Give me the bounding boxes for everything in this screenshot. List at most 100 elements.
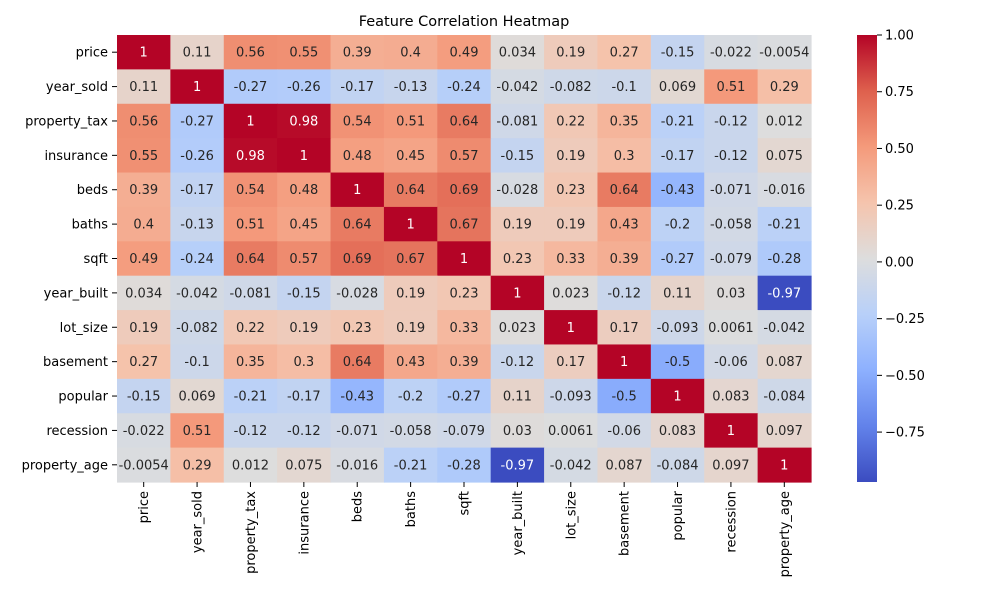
cell-value-label: -0.12 bbox=[714, 149, 748, 164]
cell-value-label: 0.17 bbox=[610, 321, 639, 336]
heatmap-cell bbox=[223, 172, 278, 208]
cell-value-label: 0.0061 bbox=[548, 424, 594, 439]
heatmap-cell bbox=[757, 69, 812, 105]
cell-value-label: 0.3 bbox=[614, 149, 635, 164]
heatmap-cell bbox=[383, 241, 438, 277]
cell-value-label: -0.071 bbox=[710, 183, 752, 198]
cell-value-label: -0.24 bbox=[447, 80, 481, 95]
cell-value-label: 0.39 bbox=[129, 183, 158, 198]
heatmap-cell bbox=[437, 206, 492, 242]
cell-value-label: 0.39 bbox=[450, 355, 479, 370]
x-tick-label: sqft bbox=[458, 491, 473, 515]
cell-value-label: -0.15 bbox=[127, 390, 161, 405]
cell-value-label: -0.2 bbox=[398, 390, 423, 405]
cell-value-label: -0.084 bbox=[763, 390, 805, 405]
heatmap-cell bbox=[437, 378, 492, 414]
heatmap-cell bbox=[383, 275, 438, 311]
y-tick-label: baths bbox=[72, 218, 109, 233]
cell-value-label: 1 bbox=[406, 218, 414, 233]
cell-value-label: -0.081 bbox=[496, 114, 538, 129]
y-tick-labels: price year_sold property_tax insurance beds b… bbox=[22, 46, 117, 473]
heatmap-cell bbox=[704, 241, 759, 277]
heatmap-cell bbox=[117, 138, 171, 174]
cell-value-label: 0.19 bbox=[289, 321, 318, 336]
y-tick-label: year_built bbox=[44, 286, 108, 301]
heatmap-cell bbox=[490, 413, 545, 449]
cell-value-label: 0.11 bbox=[129, 80, 158, 95]
heatmap-cell bbox=[597, 206, 652, 242]
colorbar-tick-label: 0.25 bbox=[885, 199, 914, 214]
heatmap-cell bbox=[223, 344, 278, 380]
heatmap-cell bbox=[544, 69, 599, 105]
heatmap-cell bbox=[544, 138, 599, 174]
colorbar-tick-label: 0.00 bbox=[885, 255, 914, 270]
cell-value-label: -0.082 bbox=[550, 80, 592, 95]
heatmap-cell bbox=[597, 344, 652, 380]
heatmap-cell bbox=[544, 344, 599, 380]
heatmap-cell bbox=[117, 35, 171, 70]
cell-value-label: 0.67 bbox=[450, 218, 479, 233]
heatmap-cell bbox=[117, 69, 171, 105]
cell-value-label: -0.27 bbox=[661, 252, 695, 267]
heatmap-cell bbox=[437, 35, 492, 70]
heatmap-cell bbox=[437, 413, 492, 449]
heatmap-cell bbox=[330, 138, 385, 174]
heatmap-cell bbox=[223, 413, 278, 449]
heatmap-cell bbox=[437, 447, 492, 483]
cell-value-label: -0.022 bbox=[123, 424, 165, 439]
cell-value-label: -0.43 bbox=[661, 183, 695, 198]
heatmap-cell bbox=[597, 103, 652, 139]
cell-value-label: -0.26 bbox=[287, 80, 321, 95]
heatmap-cell bbox=[597, 241, 652, 277]
cell-value-label: -0.21 bbox=[234, 390, 268, 405]
x-tick-label: price bbox=[137, 491, 152, 523]
heatmap-cell bbox=[544, 241, 599, 277]
heatmap-cell bbox=[650, 378, 705, 414]
cell-value-label: -0.084 bbox=[657, 458, 699, 473]
heatmap-cell bbox=[597, 35, 652, 70]
cell-value-label: 0.64 bbox=[610, 183, 639, 198]
cell-value-label: 0.11 bbox=[663, 286, 692, 301]
heatmap-cell bbox=[597, 172, 652, 208]
cell-value-label: 1 bbox=[673, 390, 681, 405]
cell-value-label: 0.23 bbox=[450, 286, 479, 301]
heatmap-cell bbox=[170, 206, 225, 242]
heatmap-cell bbox=[330, 69, 385, 105]
cell-value-label: -0.016 bbox=[763, 183, 805, 198]
heatmap-cell bbox=[170, 172, 225, 208]
heatmap-cell bbox=[383, 172, 438, 208]
cell-value-label: 0.19 bbox=[503, 218, 532, 233]
cell-value-label: 1 bbox=[513, 286, 521, 301]
x-tick-label: lot_size bbox=[564, 491, 579, 539]
heatmap-cell bbox=[704, 413, 759, 449]
cell-value-label: 0.33 bbox=[450, 321, 479, 336]
heatmap-cell bbox=[437, 344, 492, 380]
cell-value-label: -0.1 bbox=[611, 80, 636, 95]
heatmap-cell bbox=[383, 310, 438, 346]
cell-value-label: 0.27 bbox=[610, 46, 639, 61]
cell-value-label: 0.069 bbox=[659, 80, 696, 95]
cell-value-label: -0.15 bbox=[501, 149, 535, 164]
heatmap-cell bbox=[383, 35, 438, 70]
heatmap-cell bbox=[490, 344, 545, 380]
cell-value-label: -0.27 bbox=[447, 390, 481, 405]
colorbar-tick-label: 0.75 bbox=[885, 85, 914, 100]
heatmap-cell bbox=[757, 103, 812, 139]
heatmap-cell bbox=[437, 138, 492, 174]
heatmap-cell bbox=[650, 206, 705, 242]
heatmap-cell bbox=[437, 310, 492, 346]
heatmap-cell bbox=[704, 378, 759, 414]
y-tick-label: insurance bbox=[44, 149, 108, 164]
cell-value-label: -0.17 bbox=[340, 80, 374, 95]
cell-value-label: 0.075 bbox=[766, 149, 803, 164]
chart-title: Feature Correlation Heatmap bbox=[359, 14, 570, 30]
heatmap-cell bbox=[437, 103, 492, 139]
cell-value-label: 0.087 bbox=[606, 458, 643, 473]
cell-value-label: 0.51 bbox=[183, 424, 212, 439]
heatmap-cell bbox=[117, 378, 171, 414]
cell-value-label: 0.56 bbox=[236, 46, 265, 61]
heatmap-cell bbox=[704, 35, 759, 70]
cell-value-label: 0.19 bbox=[396, 286, 425, 301]
cell-value-label: 0.29 bbox=[183, 458, 212, 473]
cell-value-label: -0.28 bbox=[767, 252, 801, 267]
